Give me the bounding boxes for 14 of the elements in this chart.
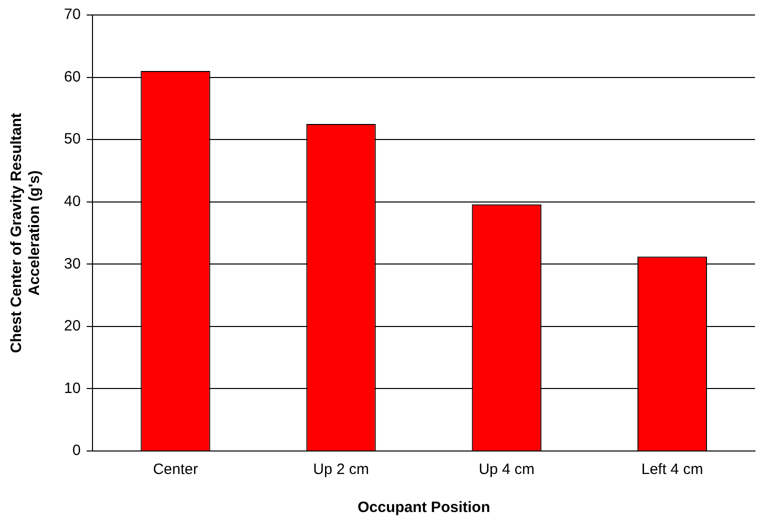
x-tick-label: Up 2 cm (313, 461, 369, 478)
y-tick-label: 30 (64, 255, 81, 272)
x-tick-label: Center (152, 461, 198, 478)
y-tick-label: 10 (64, 380, 81, 397)
x-tick-label: Up 4 cm (478, 461, 535, 478)
y-tick-label: 60 (64, 68, 81, 86)
x-axis-title: Occupant Position (358, 499, 490, 516)
y-tick-label: 50 (64, 130, 81, 148)
y-tick-label: 0 (72, 442, 81, 460)
x-tick-label: Left 4 cm (641, 461, 704, 478)
y-tick-label: 40 (64, 193, 81, 210)
y-axis-title: Chest Center of Gravity Resultant Acceleration (g's) (8, 112, 44, 354)
y-tick-label: 70 (64, 6, 81, 24)
y-tick-label: 20 (64, 318, 81, 335)
